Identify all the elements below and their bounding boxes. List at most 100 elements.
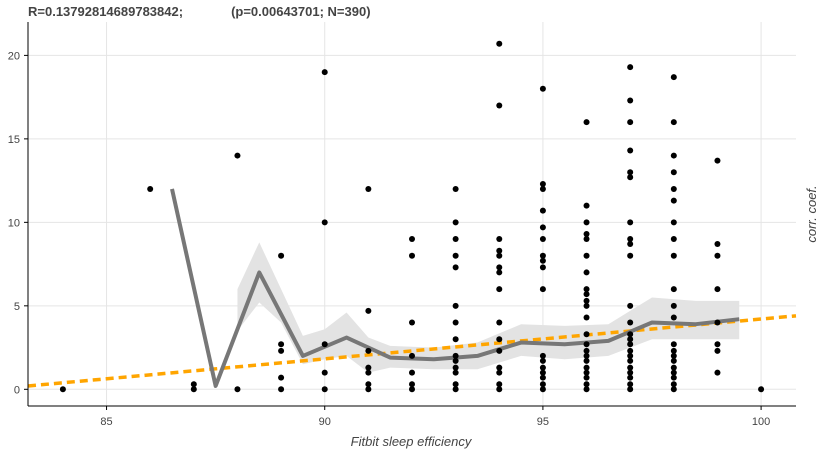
data-point — [714, 252, 721, 259]
data-point — [452, 319, 459, 326]
data-point — [452, 336, 459, 343]
data-point — [627, 147, 634, 154]
data-point — [539, 381, 546, 388]
data-point — [496, 264, 503, 271]
data-point — [496, 369, 503, 376]
data-point — [321, 341, 328, 348]
y-tick-label: 10 — [8, 217, 20, 229]
data-point — [583, 219, 590, 226]
x-tick-label: 95 — [537, 416, 549, 428]
data-point — [714, 286, 721, 293]
data-point — [59, 386, 66, 393]
data-point — [714, 241, 721, 248]
data-point — [452, 219, 459, 226]
data-point — [583, 252, 590, 259]
data-point — [365, 347, 372, 354]
data-point — [496, 247, 503, 254]
data-point — [583, 119, 590, 126]
data-point — [670, 314, 677, 321]
data-point — [452, 252, 459, 259]
data-point — [670, 374, 677, 381]
data-point — [627, 331, 634, 338]
grid-lines — [28, 22, 796, 406]
scatter-points-layer — [59, 40, 765, 393]
data-point — [539, 180, 546, 187]
data-point — [539, 252, 546, 259]
data-point — [409, 236, 415, 243]
y-tick-label: 0 — [14, 384, 20, 396]
data-point — [452, 357, 459, 364]
data-point — [583, 352, 590, 359]
data-point — [670, 364, 677, 371]
data-point — [496, 236, 503, 243]
y-axis-label: corr. coef. — [804, 185, 819, 242]
regression-trend-line — [27, 314, 797, 388]
data-point — [670, 369, 677, 376]
data-point — [583, 314, 590, 321]
data-point — [496, 386, 503, 393]
data-point — [452, 386, 459, 393]
data-point — [496, 269, 503, 276]
x-tick-label: 85 — [100, 416, 112, 428]
data-point — [627, 97, 634, 104]
data-point — [714, 319, 721, 326]
data-point — [670, 302, 677, 309]
data-point — [627, 369, 634, 376]
data-point — [278, 386, 285, 393]
data-point — [583, 347, 590, 354]
data-point — [539, 257, 546, 264]
data-point — [496, 381, 503, 388]
data-point — [714, 369, 721, 376]
data-point — [583, 236, 590, 243]
data-point — [583, 231, 590, 238]
y-tick-label: 20 — [8, 50, 20, 62]
data-point — [670, 119, 677, 126]
data-point — [452, 236, 459, 243]
data-point — [583, 341, 590, 348]
data-point — [496, 364, 503, 371]
data-point — [321, 386, 328, 393]
data-point — [365, 386, 372, 393]
data-point — [496, 319, 503, 326]
data-point — [278, 374, 285, 381]
data-point — [670, 236, 677, 243]
data-point — [583, 291, 590, 298]
data-point — [539, 364, 546, 371]
data-point — [583, 374, 590, 381]
data-point — [234, 386, 241, 393]
data-point — [627, 119, 634, 126]
data-point — [496, 40, 503, 47]
y-tick-label: 5 — [14, 301, 20, 313]
data-point — [190, 381, 197, 388]
stats-header: R=0.13792814689783842; (p=0.00643701; N=3… — [28, 4, 371, 19]
data-point — [627, 352, 634, 359]
data-point — [539, 286, 546, 293]
data-point — [627, 169, 634, 176]
data-point — [452, 381, 459, 388]
data-point — [583, 357, 590, 364]
data-point — [670, 197, 677, 204]
data-point — [539, 264, 546, 271]
data-point — [627, 364, 634, 371]
data-point — [670, 347, 677, 354]
data-point — [583, 269, 590, 276]
data-point — [539, 386, 546, 393]
data-point — [627, 302, 634, 309]
data-point — [496, 252, 503, 259]
data-point — [627, 219, 634, 226]
data-point — [539, 369, 546, 376]
data-point — [452, 352, 459, 359]
data-point — [627, 386, 634, 393]
data-point — [539, 236, 546, 243]
data-point — [670, 169, 677, 176]
data-point — [583, 364, 590, 371]
data-point — [409, 386, 415, 393]
axes-layer: 0 5 10 15 20 85 90 95 100 — [8, 22, 796, 428]
data-point — [627, 241, 634, 248]
data-point — [627, 319, 634, 326]
data-point — [496, 347, 503, 354]
data-point — [714, 347, 721, 354]
trend-line-layer — [27, 314, 797, 388]
data-point — [365, 185, 372, 192]
